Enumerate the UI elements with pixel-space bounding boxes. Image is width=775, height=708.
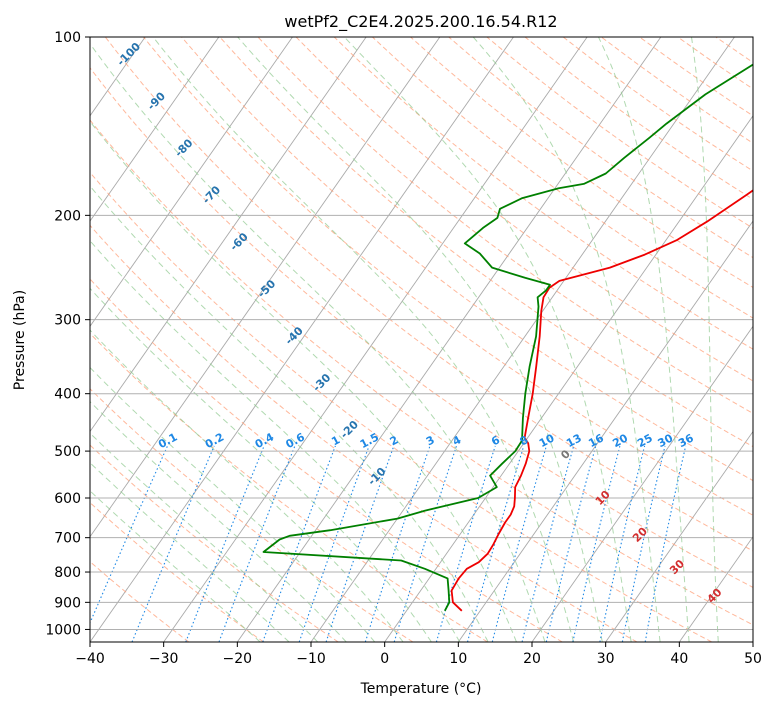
x-tick-label: 40 <box>670 651 688 667</box>
moist-adiabat-line <box>90 120 517 642</box>
x-tick-label: 10 <box>449 651 467 667</box>
isotherm-line <box>531 325 753 642</box>
mixing-ratio-line <box>466 445 525 642</box>
moist-adiabat-line <box>152 37 575 642</box>
background-lines <box>90 37 753 642</box>
profile-lines <box>262 63 753 612</box>
x-tick-label: −20 <box>223 651 253 667</box>
moist-adiabat-line <box>237 37 603 642</box>
mixing-ratio-label: 36 <box>676 431 696 450</box>
moist-adiabat-line <box>90 490 261 642</box>
moist-adiabat-line <box>90 185 489 642</box>
axis-ticks: −40 −30 −20 −10 0 10 20 30 40 50 100 200 300 400 500 60… <box>45 30 762 667</box>
mixing-ratio-line <box>599 445 646 642</box>
isotherm-line <box>457 220 753 642</box>
moist-adiabat-line <box>598 37 690 642</box>
x-axis-title: Temperature (°C) <box>360 681 482 697</box>
moist-adiabat-line <box>90 42 546 642</box>
mixing-ratio-label: 25 <box>635 431 655 450</box>
isotherm-line <box>90 37 441 538</box>
mixing-ratio-label: 30 <box>656 431 676 450</box>
moist-adiabat-line <box>90 400 347 642</box>
mixing-ratio-line <box>521 445 575 642</box>
dry-adiabat-line <box>104 37 753 552</box>
moist-adiabat-line <box>90 287 432 642</box>
isotherm-line <box>163 37 588 642</box>
moist-adiabat-line <box>343 37 632 642</box>
plot-frame <box>89 36 754 643</box>
y-tick-label: 500 <box>54 444 81 460</box>
dry-adiabat-line <box>143 37 753 516</box>
plot-area <box>90 37 753 642</box>
dry-adiabat-line <box>295 37 753 382</box>
moist-adiabat-line <box>90 432 319 642</box>
mixing-ratio-line <box>298 445 370 642</box>
isotherm-line <box>90 37 220 222</box>
mixing-ratio-label: 16 <box>586 431 606 450</box>
isotherm-line <box>384 115 753 642</box>
y-tick-label: 1000 <box>45 622 81 638</box>
dry-adiabat-line <box>90 171 712 642</box>
y-tick-label: 300 <box>54 313 81 329</box>
dry-adiabat-line <box>90 560 190 642</box>
isotherm-line <box>605 430 753 642</box>
x-tick-label: −30 <box>149 651 179 667</box>
dry-adiabat-line <box>219 37 753 448</box>
dry-adiabat-line <box>90 388 414 642</box>
isotherm-line <box>90 37 514 642</box>
moist-adiabat-line <box>90 462 290 642</box>
mixing-ratio-line <box>644 445 687 642</box>
y-axis-title: Pressure (hPa) <box>12 290 28 390</box>
mixing-ratio-line <box>325 445 395 642</box>
temperature-line <box>450 189 753 612</box>
moist-adiabat-line <box>90 366 376 642</box>
mixing-ratio-line <box>218 445 296 642</box>
moist-adiabat-line <box>691 37 719 642</box>
x-tick-label: −40 <box>75 651 105 667</box>
x-tick-label: −10 <box>296 651 326 667</box>
dry-adiabat-line <box>90 278 563 642</box>
y-tick-label: 700 <box>54 531 81 547</box>
chart-title: wetPf2_C2E4.2025.200.16.54.R12 <box>284 12 557 32</box>
mixing-ratio-line <box>435 445 496 642</box>
mixing-ratio-label: 10 <box>537 431 557 450</box>
mixing-ratio-line <box>621 445 666 642</box>
dry-adiabat-line <box>90 67 753 588</box>
mixing-ratio-label: 13 <box>564 431 584 450</box>
dry-adiabat-line <box>90 332 488 642</box>
y-tick-label: 200 <box>54 208 81 224</box>
mixing-ratio-line <box>545 445 597 642</box>
mixing-ratio-line <box>262 445 336 642</box>
isotherm-line <box>236 37 662 642</box>
y-tick-label: 600 <box>54 491 81 507</box>
isotherm-line <box>678 535 753 642</box>
isotherm-line <box>90 37 293 328</box>
y-tick-label: 900 <box>54 595 81 611</box>
isotherm-line <box>90 37 367 433</box>
x-tick-label: 0 <box>380 651 389 667</box>
dry-adiabat-line <box>90 119 753 626</box>
mixing-ratio-line <box>393 445 458 642</box>
mixing-ratio-line <box>364 445 431 642</box>
x-tick-label: 30 <box>597 651 615 667</box>
x-tick-label: 50 <box>744 651 762 667</box>
dry-adiabat-line <box>333 37 753 350</box>
isotherm-line <box>310 37 735 642</box>
mixing-ratio-line <box>90 445 169 625</box>
moist-adiabat-line <box>472 37 661 642</box>
dry-adiabat-line <box>181 37 753 482</box>
y-tick-label: 100 <box>54 30 81 46</box>
dewpoint-line <box>262 63 753 612</box>
mixing-ratio-line <box>572 445 621 642</box>
x-tick-label: 20 <box>523 651 541 667</box>
mixing-ratio-label: 20 <box>610 431 630 450</box>
mixing-ratio-line <box>491 445 547 642</box>
dry-adiabat-line <box>372 37 753 319</box>
moist-adiabat-line <box>90 240 461 642</box>
y-tick-label: 800 <box>54 565 81 581</box>
isobar-grid <box>90 37 753 630</box>
y-tick-label: 400 <box>54 387 81 403</box>
